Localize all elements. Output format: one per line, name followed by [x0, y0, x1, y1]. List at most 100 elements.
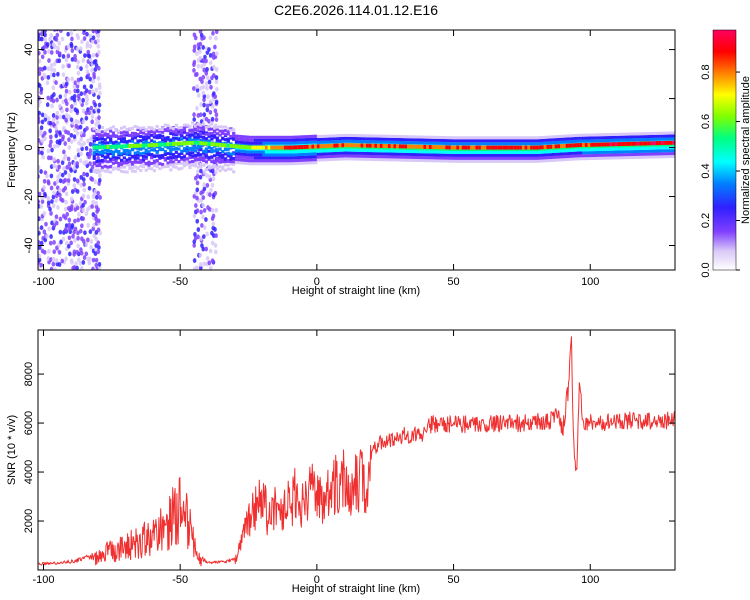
ridge-halo-cell	[188, 151, 192, 155]
noise-cell	[70, 48, 75, 53]
noise-cell	[69, 258, 74, 264]
ridge-core-cell	[625, 141, 629, 146]
ridge-halo-cell	[128, 149, 132, 153]
ridge-core-cell	[510, 145, 514, 150]
ridge-halo-cell	[262, 162, 266, 166]
noise-cell	[75, 265, 79, 270]
noise-cell	[54, 258, 59, 263]
ridge-halo-cell	[144, 133, 148, 137]
ridge-halo-cell	[237, 134, 241, 138]
ridge-halo-cell	[152, 159, 157, 163]
ridge-halo-cell	[177, 161, 181, 165]
ridge-halo-cell	[106, 160, 110, 164]
ridge-halo-cell	[319, 137, 323, 141]
noise-cell	[79, 151, 83, 157]
noise-cell	[195, 180, 200, 186]
ridge-core-cell	[111, 144, 115, 149]
ridge-halo-cell	[174, 155, 178, 159]
ridge-halo-cell	[314, 158, 318, 162]
ridge-halo-cell	[152, 128, 157, 132]
ridge-halo-cell	[431, 156, 435, 160]
ridge-halo-cell	[535, 136, 539, 140]
ridge-halo-cell	[664, 131, 668, 135]
ridge-halo-cell	[281, 153, 285, 157]
noise-cell	[214, 112, 219, 118]
ridge-halo-cell	[595, 156, 599, 160]
noise-cell	[207, 207, 212, 212]
ridge-halo-cell	[571, 134, 575, 138]
ridge-halo-cell	[418, 159, 422, 162]
ridge-halo-cell	[311, 152, 315, 156]
ridge-halo-cell	[232, 134, 236, 138]
ridge-core-cell	[191, 140, 195, 145]
ridge-halo-cell	[472, 153, 476, 157]
ridge-halo-cell	[475, 139, 479, 143]
noise-cell	[195, 195, 199, 201]
ridge-halo-cell	[346, 148, 351, 152]
noise-cell	[96, 65, 101, 71]
ridge-halo-cell	[445, 139, 449, 143]
ridge-halo-cell	[428, 159, 433, 163]
ridge-halo-cell	[598, 136, 602, 140]
noise-cell	[88, 43, 93, 49]
noise-cell	[81, 58, 86, 63]
ridge-halo-cell	[163, 157, 167, 161]
noise-cell	[69, 168, 74, 173]
ridge-halo-cell	[508, 159, 512, 163]
noise-cell	[38, 95, 41, 101]
noise-cell	[64, 57, 69, 63]
ridge-halo-cell	[185, 145, 189, 149]
ridge-halo-cell	[617, 132, 621, 136]
ridge-core-cell	[489, 145, 493, 150]
ridge-halo-cell	[245, 162, 249, 165]
ridge-halo-cell	[453, 139, 457, 143]
ridge-halo-cell	[617, 147, 621, 151]
ridge-halo-cell	[464, 136, 468, 140]
ridge-halo-cell	[262, 159, 266, 163]
ridge-core-cell	[374, 143, 378, 148]
ridge-halo-cell	[259, 135, 263, 139]
ridge-halo-cell	[633, 135, 638, 139]
noise-cell	[54, 214, 59, 220]
ridge-halo-cell	[322, 140, 326, 144]
ridge-halo-cell	[541, 141, 545, 145]
ridge-core-cell	[650, 141, 654, 146]
noise-cell	[192, 68, 196, 73]
ridge-core-cell	[530, 145, 534, 150]
ridge-halo-cell	[658, 137, 662, 141]
ridge-halo-cell	[109, 129, 113, 133]
ridge-halo-cell	[174, 147, 178, 151]
ridge-halo-cell	[434, 141, 438, 145]
noise-cell	[85, 126, 89, 131]
noise-cell	[195, 84, 199, 89]
ridge-halo-cell	[532, 150, 537, 154]
ridge-halo-cell	[412, 141, 416, 145]
noise-cell	[88, 148, 93, 154]
ridge-halo-cell	[207, 146, 211, 150]
noise-cell	[38, 165, 41, 170]
ridge-halo-cell	[182, 164, 187, 168]
ridge-halo-cell	[387, 140, 392, 144]
chart-title: C2E6.2026.114.01.12.E16	[274, 2, 438, 18]
ridge-halo-cell	[445, 141, 449, 145]
ridge-halo-cell	[229, 157, 233, 161]
ridge-halo-cell	[325, 140, 329, 144]
ridge-halo-cell	[459, 136, 463, 140]
ridge-halo-cell	[281, 156, 285, 160]
ridge-halo-cell	[538, 153, 542, 157]
ridge-halo-cell	[251, 135, 255, 139]
ridge-halo-cell	[163, 150, 167, 154]
ridge-halo-cell	[141, 126, 146, 130]
ridge-halo-cell	[210, 132, 214, 136]
ridge-halo-cell	[333, 137, 337, 141]
noise-cell	[38, 253, 42, 259]
ridge-halo-cell	[303, 138, 307, 142]
noise-cell	[73, 88, 78, 94]
noise-cell	[58, 178, 63, 184]
ridge-halo-cell	[510, 139, 515, 143]
ridge-halo-cell	[158, 167, 162, 171]
ridge-halo-cell	[117, 156, 121, 160]
ridge-halo-cell	[210, 165, 214, 169]
ridge-core-cell	[439, 145, 443, 150]
ridge-halo-cell	[464, 142, 468, 146]
